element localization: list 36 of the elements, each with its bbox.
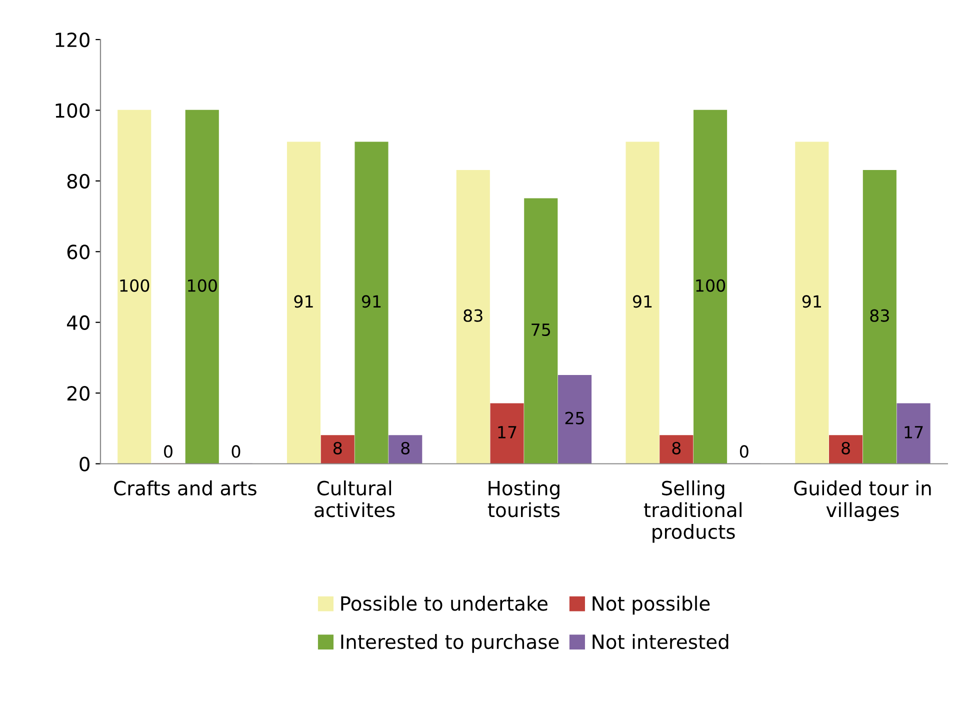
data-label: 8 — [672, 442, 681, 454]
y-tick-label: 40 — [66, 315, 90, 330]
data-label: 75 — [532, 324, 550, 336]
data-label: 91 — [362, 295, 381, 308]
data-label: 8 — [333, 442, 342, 454]
data-label: 100 — [188, 279, 217, 292]
data-label: 83 — [870, 309, 889, 322]
y-tick-label: 100 — [56, 103, 90, 118]
x-tick-label: Guided tour in villages — [794, 480, 931, 522]
x-tick-label: Crafts and arts — [114, 480, 256, 496]
data-label: 17 — [904, 426, 923, 438]
data-label: 100 — [120, 279, 150, 292]
data-label: 0 — [164, 445, 172, 458]
y-tick-label: 80 — [67, 174, 90, 189]
data-label: 91 — [802, 295, 821, 308]
data-label: 91 — [294, 295, 313, 308]
data-label: 17 — [498, 426, 516, 438]
data-label: 83 — [464, 309, 482, 322]
y-tick-label: 60 — [67, 244, 90, 260]
y-tick-label: 120 — [56, 32, 90, 48]
legend-label: Interested to purchase — [341, 634, 559, 653]
data-label: 100 — [696, 279, 726, 292]
legend-label: Not interested — [592, 634, 728, 650]
data-label: 0 — [740, 445, 748, 458]
x-tick-label: Hosting tourists — [488, 480, 560, 518]
legend-label: Possible to undertake — [341, 596, 548, 611]
legend-label: Not possible — [592, 596, 710, 615]
y-tick-label: 0 — [80, 456, 90, 472]
data-label: 0 — [232, 445, 240, 458]
x-tick-label: Cultural activites — [314, 480, 395, 518]
data-label: 8 — [401, 442, 410, 454]
x-tick-label: Selling traditional products — [644, 480, 742, 543]
data-label: 8 — [842, 442, 850, 454]
data-label: 91 — [632, 295, 652, 308]
data-label: 25 — [565, 412, 584, 424]
y-tick-label: 20 — [67, 386, 90, 401]
